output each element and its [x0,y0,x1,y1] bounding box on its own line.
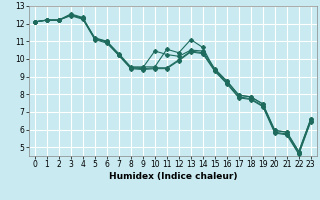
X-axis label: Humidex (Indice chaleur): Humidex (Indice chaleur) [108,172,237,181]
